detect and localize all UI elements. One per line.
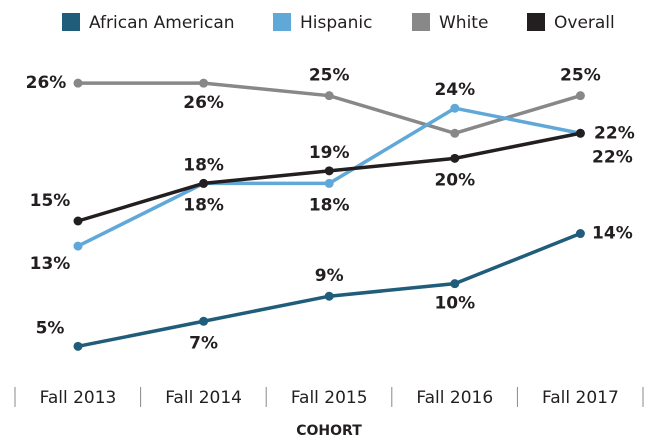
data-label: 18% xyxy=(309,195,350,215)
data-label: 26% xyxy=(183,93,224,113)
x-tick-label: Fall 2017 xyxy=(542,388,619,408)
data-label: 25% xyxy=(560,66,601,86)
data-label: 25% xyxy=(309,66,350,86)
legend-label: African American xyxy=(89,13,235,33)
series-line xyxy=(77,231,582,349)
data-point xyxy=(73,241,83,251)
data-point xyxy=(450,128,460,138)
x-tick-label: Fall 2016 xyxy=(416,388,493,408)
legend-swatch xyxy=(273,13,291,31)
data-point xyxy=(324,291,334,301)
data-label: 5% xyxy=(36,318,65,338)
data-label: 7% xyxy=(189,333,218,353)
data-label: 26% xyxy=(26,73,67,93)
data-label: 13% xyxy=(30,254,71,274)
data-point xyxy=(73,216,83,226)
data-label: 10% xyxy=(434,294,475,314)
data-point xyxy=(450,279,460,289)
x-axis-label: COHORT xyxy=(296,423,362,439)
data-point xyxy=(575,128,585,138)
data-label: 18% xyxy=(183,195,224,215)
data-point xyxy=(450,153,460,163)
data-point xyxy=(73,341,83,351)
data-label: 24% xyxy=(434,80,475,100)
data-point xyxy=(199,178,209,188)
x-tick-label: Fall 2015 xyxy=(291,388,368,408)
data-label: 14% xyxy=(592,224,633,244)
data-label: 22% xyxy=(592,147,633,167)
data-label: 9% xyxy=(315,266,344,286)
legend-swatch xyxy=(527,13,545,31)
data-label: 20% xyxy=(434,170,475,190)
data-point xyxy=(324,91,334,101)
x-tick-label: Fall 2014 xyxy=(165,388,242,408)
data-label: 15% xyxy=(30,191,71,211)
legend-swatch xyxy=(62,13,80,31)
x-tick-label: Fall 2013 xyxy=(40,388,117,408)
legend-label: Overall xyxy=(554,13,615,33)
data-label: 22% xyxy=(594,123,635,143)
series-line xyxy=(77,106,581,248)
data-point xyxy=(575,91,585,101)
data-point xyxy=(324,166,334,176)
legend-label: White xyxy=(439,13,488,33)
data-point xyxy=(450,103,460,113)
data-point xyxy=(73,78,83,88)
data-point xyxy=(199,78,209,88)
legend-label: Hispanic xyxy=(300,13,372,33)
data-label: 18% xyxy=(183,155,224,175)
data-label: 19% xyxy=(309,143,350,163)
legend-swatch xyxy=(412,13,430,31)
data-point xyxy=(324,178,334,188)
series-line xyxy=(78,81,581,136)
data-point xyxy=(199,316,209,326)
data-point xyxy=(575,229,585,239)
